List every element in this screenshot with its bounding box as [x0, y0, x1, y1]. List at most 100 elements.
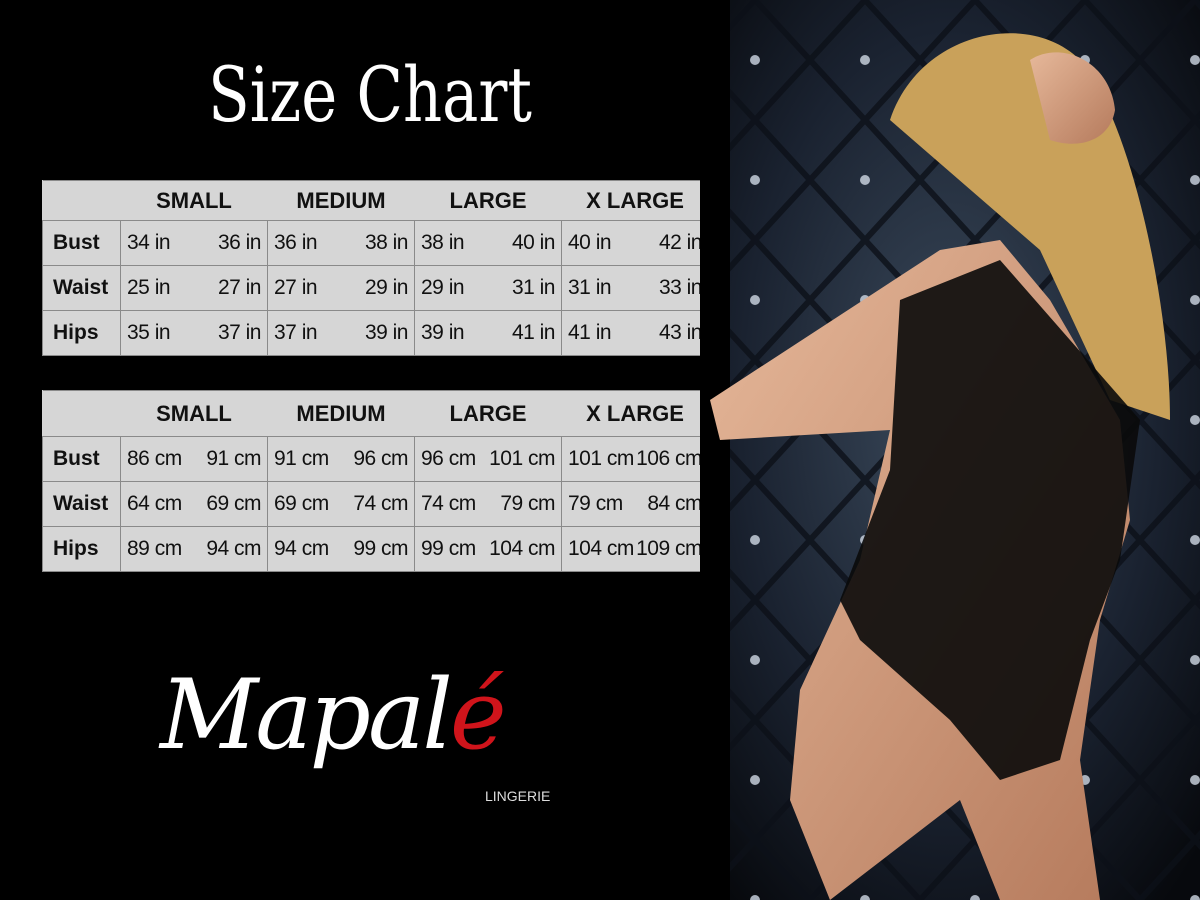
- max-value: 31 in: [511, 276, 556, 299]
- max-value: 96 cm: [353, 447, 408, 470]
- min-value: 41 in: [568, 321, 612, 344]
- min-value: 94 cm: [274, 537, 329, 560]
- measurement-pair: 25 in 27 in: [122, 276, 267, 300]
- size-range-cell: 91 cm 96 cm: [267, 436, 415, 482]
- max-value: 94 cm: [206, 537, 261, 560]
- row-label: Hips: [42, 526, 121, 572]
- measurement-pair: 86 cm 91 cm: [122, 447, 267, 471]
- measurement-pair: 91 cm 96 cm: [269, 447, 414, 471]
- min-value: 35 in: [127, 321, 171, 344]
- measurement-pair: 94 cm 99 cm: [269, 537, 414, 561]
- measurement-pair: 27 in 29 in: [269, 276, 414, 300]
- max-value: 29 in: [364, 276, 409, 299]
- size-range-cell: 38 in 40 in: [414, 220, 562, 266]
- max-value: 41 in: [511, 321, 556, 344]
- table-row: Hips 35 in 37 in 37 in 39 in 39 in 41 in 41 in 4…: [42, 310, 709, 356]
- brand-logo: Mapalé LINGERIE: [160, 660, 580, 810]
- size-header: X LARGE: [561, 180, 709, 221]
- size-range-cell: 101 cm 106 cm: [561, 436, 709, 482]
- max-value: 104 cm: [489, 537, 555, 560]
- min-value: 36 in: [274, 231, 318, 254]
- row-label: Hips: [42, 310, 121, 356]
- size-range-cell: 41 in 43 in: [561, 310, 709, 356]
- size-range-cell: 35 in 37 in: [120, 310, 268, 356]
- size-range-cell: 37 in 39 in: [267, 310, 415, 356]
- measurement-pair: 89 cm 94 cm: [122, 537, 267, 561]
- measurement-pair: 41 in 43 in: [563, 321, 708, 345]
- size-table-inches: SMALL MEDIUM LARGE X LARGE Bust 34 in 36 i…: [42, 180, 709, 356]
- max-value: 84 cm: [647, 492, 702, 515]
- table-row: Waist 25 in 27 in 27 in 29 in 29 in 31 in 31 in…: [42, 265, 709, 311]
- measurement-pair: 96 cm 101 cm: [416, 447, 561, 471]
- size-range-cell: 40 in 42 in: [561, 220, 709, 266]
- max-value: 38 in: [364, 231, 409, 254]
- row-label: Waist: [42, 265, 121, 311]
- max-value: 91 cm: [206, 447, 261, 470]
- logo-accent: é: [449, 659, 507, 771]
- min-value: 25 in: [127, 276, 171, 299]
- measurement-pair: 31 in 33 in: [563, 276, 708, 300]
- min-value: 37 in: [274, 321, 318, 344]
- measurement-pair: 40 in 42 in: [563, 231, 708, 255]
- min-value: 31 in: [568, 276, 612, 299]
- size-range-cell: 94 cm 99 cm: [267, 526, 415, 572]
- min-value: 96 cm: [421, 447, 476, 470]
- measurement-pair: 29 in 31 in: [416, 276, 561, 300]
- size-range-cell: 86 cm 91 cm: [120, 436, 268, 482]
- max-value: 27 in: [217, 276, 262, 299]
- measurement-pair: 39 in 41 in: [416, 321, 561, 345]
- min-value: 40 in: [568, 231, 612, 254]
- size-header: SMALL: [120, 390, 268, 437]
- corner-cell: [42, 180, 121, 221]
- size-range-cell: 96 cm 101 cm: [414, 436, 562, 482]
- table-row: Bust 86 cm 91 cm 91 cm 96 cm 96 cm 101 cm 101 c…: [42, 436, 709, 482]
- max-value: 109 cm: [636, 537, 702, 560]
- logo-subtitle: LINGERIE: [485, 788, 551, 804]
- row-label: Waist: [42, 481, 121, 527]
- measurement-pair: 37 in 39 in: [269, 321, 414, 345]
- min-value: 101 cm: [568, 447, 634, 470]
- measurement-pair: 34 in 36 in: [122, 231, 267, 255]
- max-value: 101 cm: [489, 447, 555, 470]
- size-header: MEDIUM: [267, 390, 415, 437]
- max-value: 39 in: [364, 321, 409, 344]
- max-value: 43 in: [658, 321, 703, 344]
- size-range-cell: 64 cm 69 cm: [120, 481, 268, 527]
- measurement-pair: 36 in 38 in: [269, 231, 414, 255]
- max-value: 79 cm: [500, 492, 555, 515]
- table-header-row: SMALL MEDIUM LARGE X LARGE: [42, 180, 709, 221]
- size-header: LARGE: [414, 390, 562, 437]
- size-range-cell: 89 cm 94 cm: [120, 526, 268, 572]
- measurement-pair: 69 cm 74 cm: [269, 492, 414, 516]
- min-value: 86 cm: [127, 447, 182, 470]
- size-range-cell: 74 cm 79 cm: [414, 481, 562, 527]
- min-value: 89 cm: [127, 537, 182, 560]
- measurement-pair: 38 in 40 in: [416, 231, 561, 255]
- min-value: 64 cm: [127, 492, 182, 515]
- min-value: 79 cm: [568, 492, 623, 515]
- size-table-cm: SMALL MEDIUM LARGE X LARGE Bust 86 cm 91 c…: [42, 390, 709, 572]
- max-value: 69 cm: [206, 492, 261, 515]
- size-header: SMALL: [120, 180, 268, 221]
- max-value: 40 in: [511, 231, 556, 254]
- size-range-cell: 25 in 27 in: [120, 265, 268, 311]
- max-value: 106 cm: [636, 447, 702, 470]
- size-header: MEDIUM: [267, 180, 415, 221]
- size-header: X LARGE: [561, 390, 709, 437]
- min-value: 104 cm: [568, 537, 634, 560]
- measurement-pair: 74 cm 79 cm: [416, 492, 561, 516]
- model-photo: [700, 0, 1200, 900]
- size-range-cell: 31 in 33 in: [561, 265, 709, 311]
- size-range-cell: 39 in 41 in: [414, 310, 562, 356]
- max-value: 36 in: [217, 231, 262, 254]
- max-value: 99 cm: [353, 537, 408, 560]
- table-row: Waist 64 cm 69 cm 69 cm 74 cm 74 cm 79 cm 79 cm…: [42, 481, 709, 527]
- lace-bodysuit: [840, 260, 1140, 780]
- row-label: Bust: [42, 220, 121, 266]
- measurement-pair: 104 cm 109 cm: [563, 537, 708, 561]
- max-value: 74 cm: [353, 492, 408, 515]
- min-value: 91 cm: [274, 447, 329, 470]
- min-value: 29 in: [421, 276, 465, 299]
- min-value: 39 in: [421, 321, 465, 344]
- table-row: Bust 34 in 36 in 36 in 38 in 38 in 40 in 40 in 4…: [42, 220, 709, 266]
